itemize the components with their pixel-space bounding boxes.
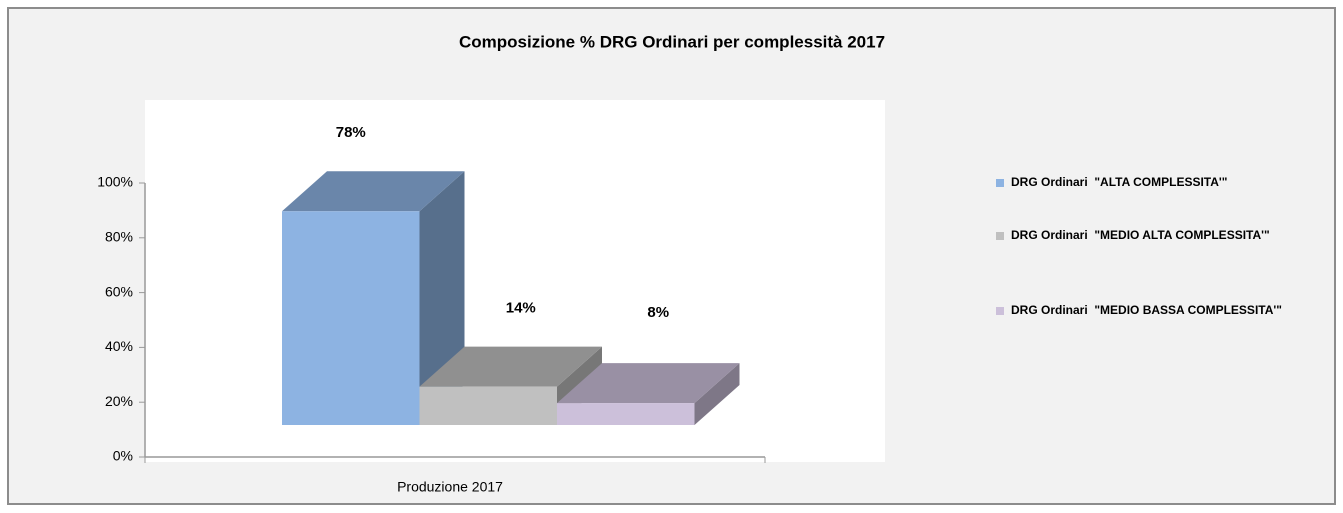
y-tick-label: 40% [105,338,133,354]
legend-swatch [996,232,1004,240]
y-tick-label: 0% [113,448,133,464]
value-label: 14% [506,300,536,317]
bar-top [557,363,740,404]
y-tick-label: 20% [105,393,133,409]
legend-swatch [996,179,1004,187]
bar [557,403,695,425]
legend-label: DRG Ordinari "MEDIO ALTA COMPLESSITA'" [1011,228,1270,242]
x-tick-label: Produzione 2017 [397,479,503,495]
legend-swatch [996,307,1004,315]
bar-side [694,363,740,425]
bar-top [419,346,602,387]
legend-label: DRG Ordinari "MEDIO BASSA COMPLESSITA'" [1011,303,1282,317]
bar [419,386,557,425]
chart-title: Composizione % DRG Ordinari per compless… [459,32,885,51]
bar-top [282,171,465,212]
y-tick-label: 60% [105,283,133,299]
value-label: 8% [647,304,669,321]
legend-label: DRG Ordinari "ALTA COMPLESSITA'" [1011,175,1227,189]
y-tick-label: 100% [97,174,133,190]
y-tick-label: 80% [105,229,133,245]
value-label: 78% [336,124,366,141]
bar [282,211,420,425]
